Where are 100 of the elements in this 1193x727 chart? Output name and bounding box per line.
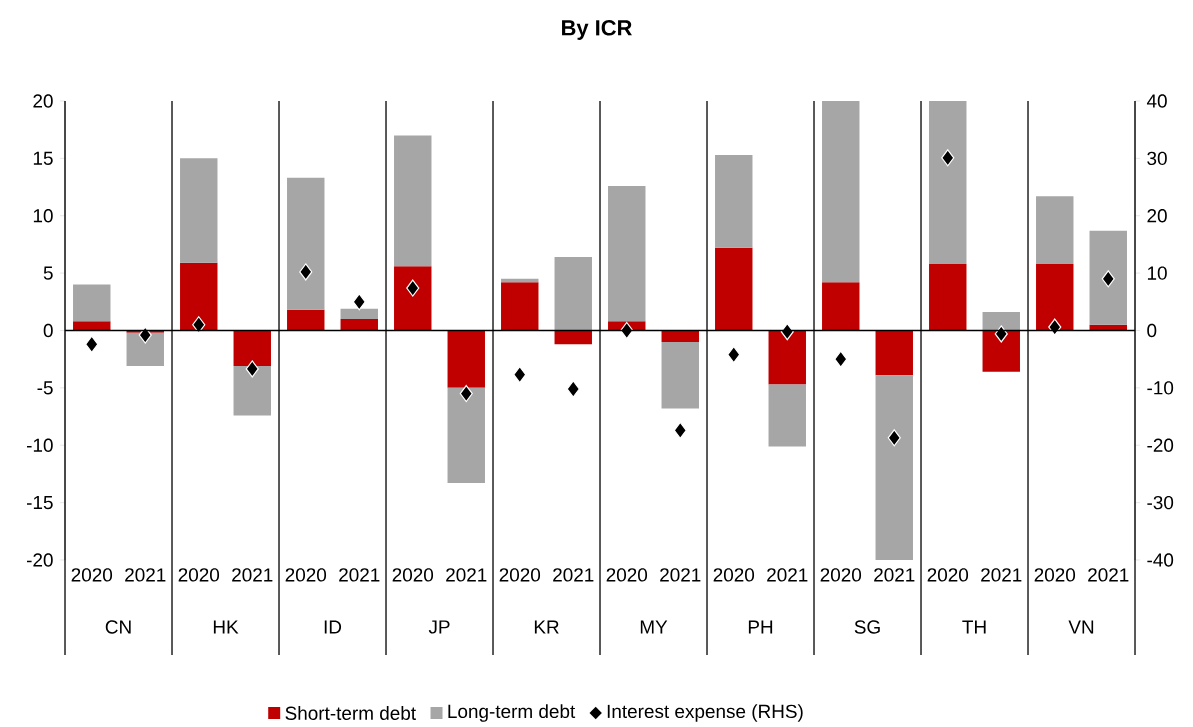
bar [1036,263,1074,331]
point [513,366,527,384]
bar [447,330,485,388]
y2-tick-label: 20 [1147,209,1167,223]
bar [875,375,913,560]
y-tick-label: 20 [33,94,53,108]
x-tick-label: 2021 [553,568,594,582]
bar [822,282,860,331]
bar [768,384,806,447]
y-tick-label: -20 [26,553,53,567]
text: VN [1068,620,1094,634]
bar [661,341,699,409]
bar [929,100,967,264]
bar [715,154,753,248]
x-tick-label: 2020 [392,568,434,582]
point [887,429,901,447]
bar [233,366,271,416]
y2-tick-label: -20 [1147,438,1174,452]
point [780,323,794,341]
x-tick-label: 2021 [767,568,808,582]
x-tick-label: 2020 [820,568,862,582]
bar [822,100,860,283]
bar [340,308,378,320]
bar [340,319,378,331]
text: MY [640,620,668,634]
bar [287,309,325,331]
point [245,360,259,378]
y-tick-label: 10 [33,209,53,223]
text: TH [962,620,986,634]
point [1101,270,1115,288]
point [941,149,955,167]
legend-label: Short-term debt [285,706,416,720]
point [406,279,420,297]
chart-title: By ICR [562,20,632,40]
text: CN [105,620,131,634]
bar [929,263,967,331]
bar [73,321,111,331]
bar [768,330,806,385]
y2-tick-label: -40 [1147,553,1174,567]
x-tick-label: 2021 [339,568,380,582]
y2-tick-label: 40 [1146,94,1167,108]
bar [982,312,1020,331]
y2-tick-label: -10 [1147,381,1174,395]
bar [501,282,539,331]
bar [982,330,1020,372]
point [459,384,473,403]
point [994,325,1008,343]
text: JP [428,620,450,634]
point [299,263,313,281]
y2-tick-label: 0 [1147,323,1157,338]
bar [394,135,432,267]
point [727,345,741,364]
y-tick-label: 15 [33,151,53,165]
legend-label: Interest expense (RHS) [607,704,803,722]
text: ID [324,620,342,634]
y-tick-label: -5 [37,381,53,395]
y-tick-label: -15 [26,496,53,510]
point [673,421,687,439]
bar [661,330,699,342]
bar [180,158,218,263]
bar [394,266,432,331]
point [138,326,152,344]
point [1048,318,1062,336]
bar [180,262,218,331]
bar [608,185,646,322]
point [85,335,99,353]
x-tick-label: 2020 [927,568,969,582]
x-tick-label: 2020 [71,568,113,582]
bar [233,330,271,367]
x-tick-label: 2020 [178,568,220,582]
y2-tick-label: 10 [1147,266,1167,280]
bar [126,332,164,367]
bar [554,257,592,331]
y2-tick-label: 30 [1147,151,1167,166]
point [834,350,848,368]
bar [1036,196,1074,264]
x-tick-label: 2021 [125,568,166,582]
bar [287,177,325,310]
bar [73,284,111,322]
point [192,316,206,334]
point [620,321,634,340]
point [566,380,580,398]
text: HK [213,620,239,634]
text: SG [854,620,880,634]
x-tick-label: 2021 [981,568,1022,582]
y-tick-label: 0 [43,323,53,338]
x-tick-label: 2021 [1088,568,1129,582]
x-tick-label: 2020 [285,568,327,582]
bar [715,247,753,331]
y2-tick-label: -30 [1147,495,1174,510]
x-tick-label: 2020 [606,568,648,582]
x-tick-label: 2021 [446,568,487,582]
bar [875,330,913,376]
bar [554,330,592,345]
text: KR [534,620,559,634]
bar [447,387,485,484]
point [352,293,366,311]
x-tick-label: 2020 [1034,568,1076,582]
y-tick-label: -10 [26,438,53,452]
x-tick-label: 2021 [232,568,273,582]
